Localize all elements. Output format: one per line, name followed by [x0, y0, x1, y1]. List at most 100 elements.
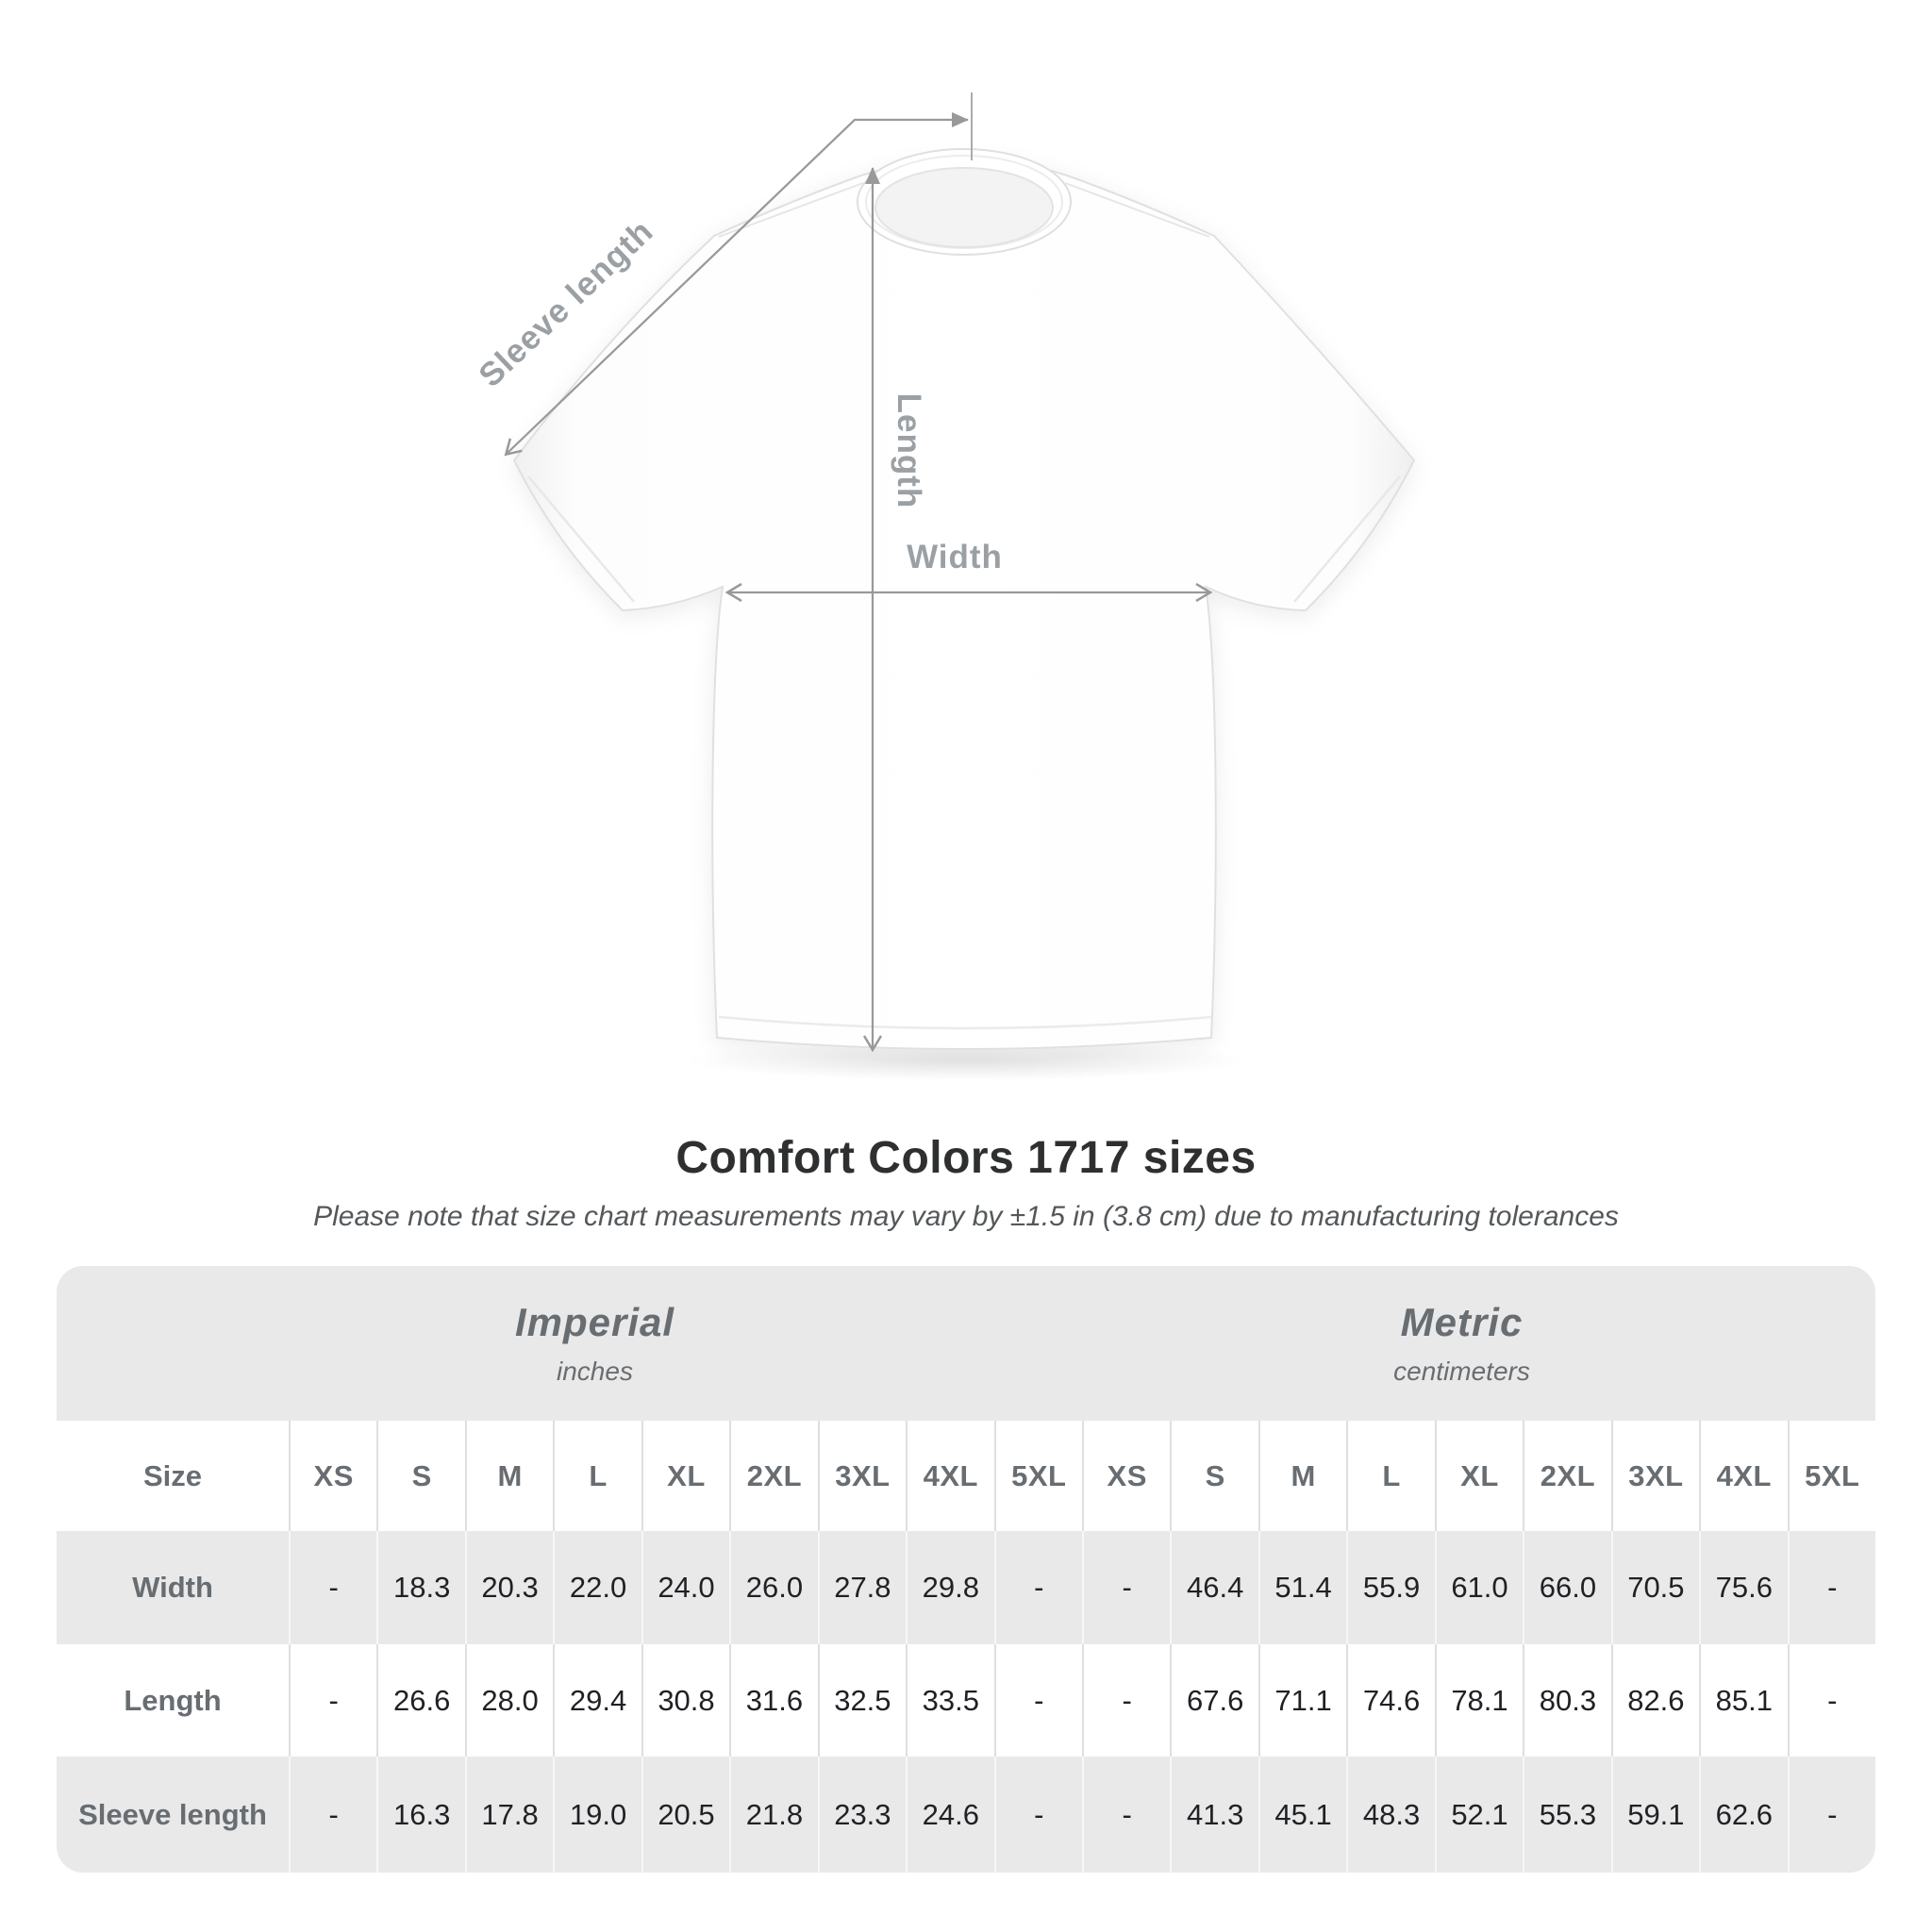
size-header-metric-3xl: 3XL: [1610, 1421, 1700, 1531]
table-cell: 45.1: [1257, 1757, 1347, 1873]
table-cell: 80.3: [1523, 1644, 1611, 1757]
measurement-annotations: [504, 92, 1213, 1053]
table-cell: 20.3: [464, 1531, 554, 1644]
table-cell: 26.6: [376, 1644, 465, 1757]
size-header-imperial-2xl: 2XL: [729, 1421, 818, 1531]
table-cell: 67.6: [1170, 1644, 1258, 1757]
size-header-imperial-xs: XS: [289, 1421, 377, 1531]
tshirt-graphic: [512, 148, 1416, 1050]
size-header-imperial-s: S: [376, 1421, 465, 1531]
size-header-imperial-5xl: 5XL: [993, 1421, 1082, 1531]
table-cell: -: [289, 1531, 377, 1644]
size-header-metric-xs: XS: [1081, 1421, 1171, 1531]
table-cell: 18.3: [376, 1531, 465, 1644]
sleeve-length-arrow: [504, 112, 969, 457]
table-cell: 55.9: [1346, 1531, 1435, 1644]
table-cell: 24.0: [641, 1531, 730, 1644]
size-header-imperial-3xl: 3XL: [817, 1421, 907, 1531]
table-cell: 19.0: [553, 1757, 641, 1873]
unit-system-label: Metric: [1400, 1300, 1524, 1344]
hem-stitch: [718, 1015, 1212, 1030]
table-cell: -: [993, 1757, 1082, 1873]
table-cell: -: [289, 1644, 377, 1757]
tshirt-measurement-diagram: Sleeve length Length Width: [472, 92, 1416, 1081]
imperial-section-header: Imperial inches: [57, 1266, 1082, 1421]
size-header-metric-5xl: 5XL: [1787, 1421, 1875, 1531]
table-cell: 48.3: [1346, 1757, 1435, 1873]
size-header-metric-s: S: [1170, 1421, 1258, 1531]
table-cell: -: [1081, 1757, 1171, 1873]
table-cell: 30.8: [641, 1644, 730, 1757]
table-cell: 71.1: [1257, 1644, 1347, 1757]
size-column-header: Size: [57, 1421, 289, 1531]
size-header-metric-xl: XL: [1434, 1421, 1524, 1531]
table-cell: 75.6: [1699, 1531, 1788, 1644]
unit-label: centimeters: [1393, 1357, 1530, 1386]
row-label: Sleeve length: [57, 1757, 289, 1873]
table-cell: 52.1: [1434, 1757, 1524, 1873]
table-cell: -: [993, 1531, 1082, 1644]
table-cell: 31.6: [729, 1644, 818, 1757]
table-cell: 62.6: [1699, 1757, 1788, 1873]
table-cell: -: [1787, 1757, 1875, 1873]
size-header-imperial-l: L: [553, 1421, 641, 1531]
table-cell: -: [1081, 1644, 1171, 1757]
metric-section-header: Metric centimeters: [1081, 1266, 1875, 1421]
table-cell: 21.8: [729, 1757, 818, 1873]
table-cell: 41.3: [1170, 1757, 1258, 1873]
table-cell: 17.8: [464, 1757, 554, 1873]
table-cell: 61.0: [1434, 1531, 1524, 1644]
table-cell: -: [1787, 1531, 1875, 1644]
table-cell: -: [289, 1757, 377, 1873]
tee-body: [512, 158, 1416, 1050]
table-cell: 28.0: [464, 1644, 554, 1757]
size-tolerance-note: Please note that size chart measurements…: [313, 1201, 1619, 1232]
right-cuff-seam: [1293, 475, 1401, 603]
table-cell: 59.1: [1610, 1757, 1700, 1873]
table-cell: 78.1: [1434, 1644, 1524, 1757]
size-header-metric-4xl: 4XL: [1699, 1421, 1788, 1531]
table-cell: 20.5: [641, 1757, 730, 1873]
row-label: Length: [57, 1644, 289, 1757]
size-header-metric-l: L: [1346, 1421, 1435, 1531]
tee-ground-shadow: [683, 1040, 1249, 1081]
table-cell: -: [1081, 1531, 1171, 1644]
left-cuff-seam: [527, 475, 635, 603]
table-cell: 29.8: [906, 1531, 994, 1644]
size-header-imperial-xl: XL: [641, 1421, 730, 1531]
size-header-metric-m: M: [1257, 1421, 1347, 1531]
size-header-metric-2xl: 2XL: [1523, 1421, 1611, 1531]
table-cell: 24.6: [906, 1757, 994, 1873]
table-cell: 32.5: [817, 1644, 907, 1757]
table-cell: 55.3: [1523, 1757, 1611, 1873]
width-label: Width: [907, 539, 1003, 575]
table-cell: 29.4: [553, 1644, 641, 1757]
right-shoulder-seam: [1064, 182, 1210, 238]
size-header-imperial-4xl: 4XL: [906, 1421, 994, 1531]
table-cell: 51.4: [1257, 1531, 1347, 1644]
table-cell: 85.1: [1699, 1644, 1788, 1757]
table-cell: 82.6: [1610, 1644, 1700, 1757]
unit-system-label: Imperial: [514, 1300, 675, 1344]
imperial-header-inner: Imperial inches: [515, 1300, 675, 1387]
metric-header-inner: Metric centimeters: [1393, 1300, 1530, 1387]
table-cell: 66.0: [1523, 1531, 1611, 1644]
table-cell: -: [1787, 1644, 1875, 1757]
table-cell: -: [993, 1644, 1082, 1757]
table-cell: 23.3: [817, 1757, 907, 1873]
table-cell: 33.5: [906, 1644, 994, 1757]
table-cell: 74.6: [1346, 1644, 1435, 1757]
table-cell: 26.0: [729, 1531, 818, 1644]
length-label: Length: [891, 393, 927, 509]
size-chart-table: Imperial inches Metric centimeters Size XS S M L…: [57, 1266, 1875, 1873]
unit-label: inches: [557, 1357, 633, 1386]
table-cell: 27.8: [817, 1531, 907, 1644]
page-title: Comfort Colors 1717 sizes: [675, 1133, 1257, 1183]
row-label: Width: [57, 1531, 289, 1644]
table-cell: 22.0: [553, 1531, 641, 1644]
size-header-imperial-m: M: [464, 1421, 554, 1531]
table-cell: 46.4: [1170, 1531, 1258, 1644]
collar: [857, 148, 1072, 256]
table-cell: 70.5: [1610, 1531, 1700, 1644]
